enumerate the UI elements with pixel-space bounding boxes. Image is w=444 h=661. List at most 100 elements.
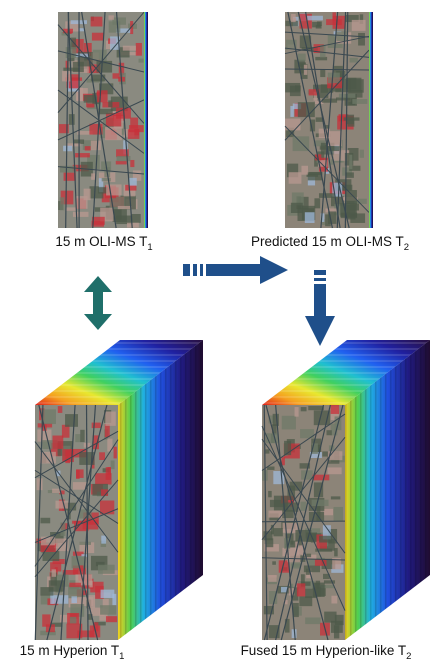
- image-patch: [52, 488, 61, 494]
- image-patch: [105, 411, 116, 426]
- image-patch: [291, 587, 299, 601]
- image-patch: [126, 222, 139, 228]
- image-patch: [333, 506, 344, 522]
- image-patch: [282, 522, 298, 533]
- image-edge: [369, 12, 373, 228]
- image-patch: [300, 501, 307, 511]
- label: 15 m Hyperion T1: [20, 643, 125, 661]
- image-patch: [72, 164, 89, 172]
- image-patch: [296, 583, 306, 597]
- image-patch: [305, 588, 317, 599]
- image-patch: [107, 438, 113, 452]
- image-patch: [132, 170, 142, 181]
- hyperion-t1-cube: [34, 340, 203, 641]
- image-patch: [66, 207, 77, 211]
- image-patch: [50, 589, 54, 604]
- image-patch: [50, 562, 62, 572]
- image-patch: [40, 594, 54, 605]
- image-patch: [330, 496, 341, 500]
- image-patch: [314, 154, 318, 167]
- image-patch: [68, 78, 79, 89]
- image-patch: [303, 64, 308, 75]
- image-patch: [313, 140, 325, 147]
- image-road: [261, 425, 346, 611]
- image-patch: [97, 187, 108, 194]
- image-patch: [99, 83, 114, 95]
- image-patch: [268, 575, 277, 582]
- image-patch: [295, 85, 301, 91]
- image-patch: [95, 473, 112, 485]
- image-patch: [83, 94, 96, 103]
- right-arrow: [183, 256, 288, 284]
- image-patch: [273, 528, 283, 537]
- image-patch: [87, 103, 95, 108]
- image-patch: [90, 74, 106, 82]
- image-patch: [129, 177, 137, 186]
- image-patch: [90, 607, 105, 616]
- image-patch: [61, 424, 70, 438]
- image-patch: [72, 211, 89, 217]
- image-patch: [281, 415, 296, 430]
- image-patch: [91, 216, 105, 225]
- image-road: [336, 11, 347, 229]
- image-road: [297, 11, 350, 229]
- image-patch: [322, 219, 326, 225]
- image-patch: [112, 593, 117, 606]
- cube-side-stripes: [118, 340, 203, 640]
- image-patch: [345, 172, 354, 178]
- image-patch: [90, 16, 103, 27]
- image-patch: [65, 450, 71, 464]
- image-patch: [311, 499, 329, 507]
- image-patch: [299, 596, 313, 607]
- image-patch: [307, 15, 323, 21]
- image-patch: [125, 184, 137, 191]
- image-patch: [340, 212, 358, 219]
- image-patch: [332, 558, 342, 570]
- image-patch: [292, 136, 310, 152]
- image-road: [67, 11, 78, 229]
- image-patch: [282, 502, 299, 512]
- image-patch: [328, 146, 340, 152]
- image-patch: [82, 140, 99, 150]
- image-patch: [326, 430, 332, 436]
- image-patch: [305, 568, 310, 575]
- image-patch: [108, 100, 113, 108]
- image-patch: [308, 405, 324, 411]
- image-patch: [288, 172, 302, 184]
- image-road: [34, 469, 119, 524]
- image-patch: [290, 105, 294, 117]
- image-patch: [72, 565, 87, 575]
- image-patch: [122, 45, 136, 51]
- image-patch: [65, 414, 79, 427]
- image-patch: [118, 62, 125, 75]
- image-patch: [79, 541, 91, 545]
- image-road: [320, 11, 339, 229]
- image-patch: [290, 202, 303, 214]
- image-patch: [51, 569, 57, 577]
- image-patch: [106, 40, 112, 50]
- image-patch: [104, 424, 110, 438]
- image-patch: [329, 85, 342, 92]
- image-patch: [320, 84, 334, 93]
- image-patch: [115, 28, 132, 33]
- image-patch: [306, 553, 312, 558]
- image-patch: [59, 490, 65, 495]
- image-patch: [73, 521, 89, 532]
- image-patch: [96, 60, 113, 73]
- image-patch: [325, 125, 330, 132]
- image-patch: [70, 37, 77, 50]
- image-patch: [291, 561, 301, 567]
- oli-ms-t1-image: [57, 11, 148, 229]
- image-patch: [110, 36, 120, 50]
- image-road: [78, 404, 97, 641]
- image-patch: [74, 53, 90, 58]
- image-patch: [90, 581, 104, 593]
- image-patch: [40, 587, 54, 596]
- image-patch: [77, 596, 94, 606]
- image-patch: [291, 192, 304, 206]
- image-road: [261, 557, 346, 561]
- image-patch: [330, 159, 335, 165]
- label: Predicted 15 m OLI-MS T2: [251, 234, 409, 253]
- image-patch: [307, 176, 316, 186]
- image-patch: [57, 406, 63, 413]
